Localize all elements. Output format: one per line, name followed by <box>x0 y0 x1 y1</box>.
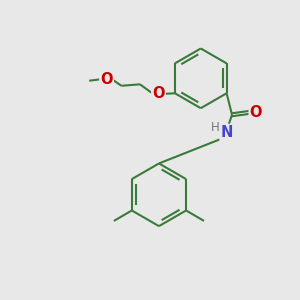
Text: H: H <box>211 121 219 134</box>
Text: O: O <box>100 72 113 87</box>
Text: N: N <box>220 125 233 140</box>
Text: O: O <box>250 105 262 120</box>
Text: O: O <box>152 86 165 101</box>
